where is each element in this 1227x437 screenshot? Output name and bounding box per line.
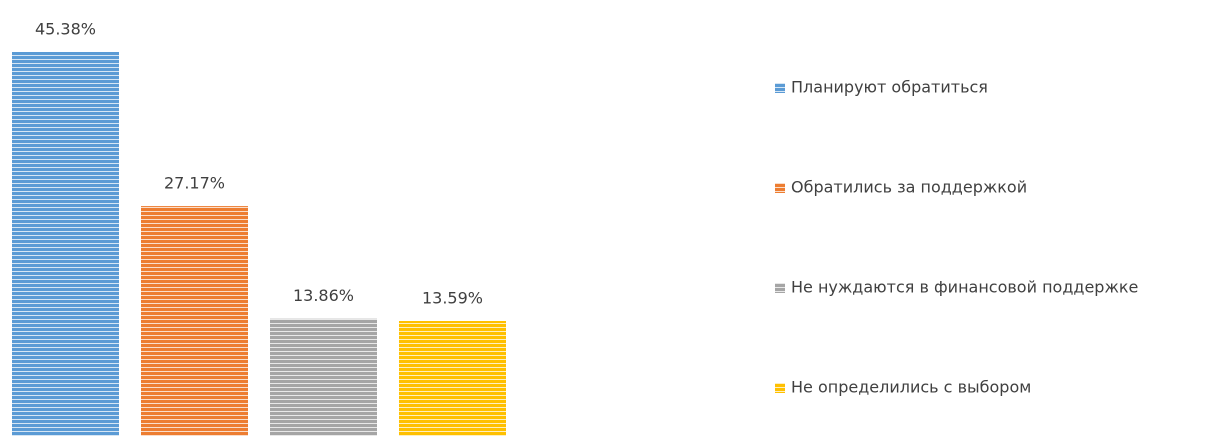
bar bbox=[12, 52, 119, 436]
legend-swatch bbox=[775, 383, 785, 393]
data-label: 13.59% bbox=[422, 289, 483, 308]
data-label: 45.38% bbox=[35, 20, 96, 39]
bar bbox=[399, 321, 506, 436]
data-label: 13.86% bbox=[293, 286, 354, 305]
legend-swatch bbox=[775, 283, 785, 293]
data-label: 27.17% bbox=[164, 174, 225, 193]
bar bbox=[141, 206, 248, 436]
legend-label: Обратились за поддержкой bbox=[791, 178, 1027, 197]
legend-label: Не нуждаются в финансовой поддержке bbox=[791, 278, 1138, 297]
legend-swatch bbox=[775, 183, 785, 193]
legend-swatch bbox=[775, 83, 785, 93]
legend-label: Планируют обратиться bbox=[791, 78, 988, 97]
legend-label: Не определились с выбором bbox=[791, 378, 1031, 397]
bar bbox=[270, 318, 377, 436]
